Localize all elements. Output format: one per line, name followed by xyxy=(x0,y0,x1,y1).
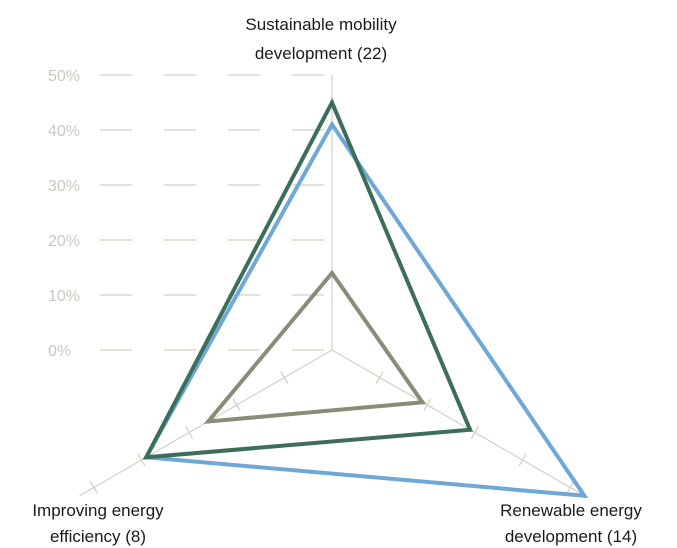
r-tick-label-20: 20% xyxy=(48,233,80,250)
series-1-point-0 xyxy=(330,100,334,105)
r-tick-label-30: 30% xyxy=(48,178,80,195)
axis-title-renewable-energy-line-2: development (14) xyxy=(505,527,637,546)
axis-tick-2-40 xyxy=(137,453,146,467)
grid-layer: 0% 10% 20% 30% 40% 50% xyxy=(48,68,335,360)
series-0-point-0 xyxy=(330,122,334,127)
series-2-point-2 xyxy=(206,419,211,424)
r-tick-label-0: 0% xyxy=(48,343,71,360)
series-0-point-1 xyxy=(582,493,587,498)
axis-title-energy-efficiency-line-2: efficiency (8) xyxy=(50,527,146,546)
series-polygon-1 xyxy=(142,97,474,460)
series-1-point-1 xyxy=(468,427,473,432)
axis-layer xyxy=(79,75,585,497)
axis-title-renewable-energy-line-1: Renewable energy xyxy=(500,501,642,520)
axis-tick-1-50 xyxy=(566,481,575,494)
axis-spoke-1 xyxy=(331,349,585,497)
r-tick-label-50: 50% xyxy=(48,68,80,85)
axis-tick-1-40 xyxy=(518,453,527,467)
r-tick-label-40: 40% xyxy=(48,123,80,140)
r-tick-label-10: 10% xyxy=(48,288,80,305)
series-polygon-0 xyxy=(142,120,589,499)
axis-title-energy-efficiency-line-1: Improving energy xyxy=(32,501,164,520)
axis-tick-2-20 xyxy=(232,398,241,412)
axis-title-sustainable-mobility-line-1: Sustainable mobility xyxy=(245,15,397,34)
axis-tick-1-20 xyxy=(423,398,432,412)
axis-tick-2-10 xyxy=(280,371,289,384)
axis-tick-2-50 xyxy=(89,481,98,494)
axis-title-sustainable-mobility-line-2: development (22) xyxy=(255,44,387,63)
series-layer xyxy=(142,97,589,499)
axis-tick-1-10 xyxy=(375,371,384,384)
series-2-point-0 xyxy=(330,271,334,275)
series-polygon-2 xyxy=(203,269,427,424)
series-2-point-1 xyxy=(420,400,425,405)
axis-tick-2-30 xyxy=(185,426,194,439)
axis-tick-1-30 xyxy=(470,426,479,439)
series-1-point-2 xyxy=(144,455,149,460)
